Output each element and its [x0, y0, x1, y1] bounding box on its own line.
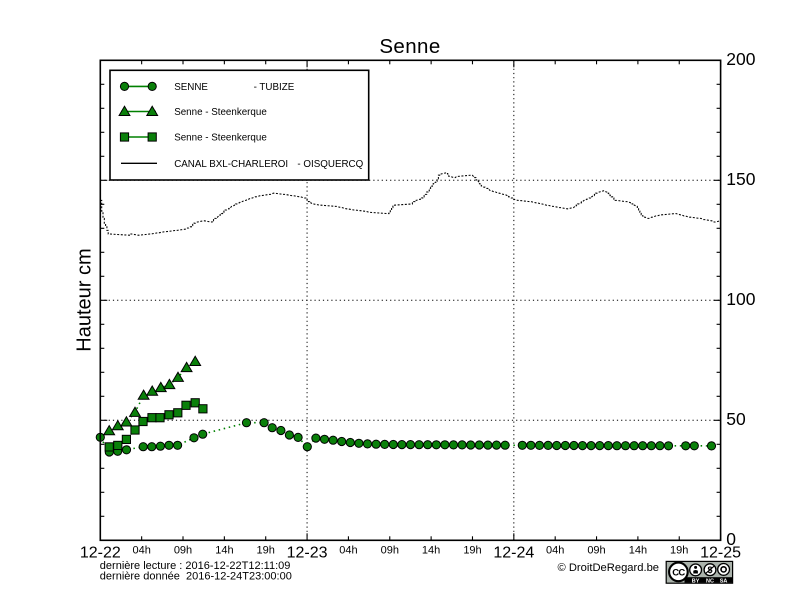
svg-text:- TUBIZE: - TUBIZE — [254, 82, 295, 93]
svg-text:09h: 09h — [587, 545, 605, 557]
svg-text:CC: CC — [672, 567, 685, 578]
svg-text:12-22: 12-22 — [80, 544, 121, 561]
svg-text:dernière lecture : 2016-12-22T: dernière lecture : 2016-12-22T12:11:09 — [100, 560, 291, 572]
svg-text:04h: 04h — [133, 545, 151, 557]
svg-text:14h: 14h — [629, 545, 647, 557]
svg-text:19h: 19h — [257, 545, 275, 557]
svg-text:12-24: 12-24 — [493, 544, 534, 561]
svg-text:14h: 14h — [422, 545, 440, 557]
svg-text:0: 0 — [726, 529, 736, 549]
svg-text:SA: SA — [720, 578, 728, 584]
svg-text:19h: 19h — [463, 545, 481, 557]
svg-text:200: 200 — [726, 49, 755, 69]
svg-text:04h: 04h — [339, 545, 357, 557]
svg-text:Senne: Senne — [379, 35, 440, 58]
svg-text:12-23: 12-23 — [287, 544, 328, 561]
svg-text:BY: BY — [692, 578, 700, 584]
svg-text:SENNE: SENNE — [174, 82, 208, 93]
svg-text:50: 50 — [726, 409, 746, 429]
svg-text:Senne - Steenkerque: Senne - Steenkerque — [174, 107, 267, 118]
svg-text:04h: 04h — [546, 545, 564, 557]
svg-text:09h: 09h — [381, 545, 399, 557]
svg-text:Senne - Steenkerque: Senne - Steenkerque — [174, 133, 267, 144]
svg-text:dernière donnée 2016-12-24T23: dernière donnée 2016-12-24T23:00:00 — [100, 571, 292, 583]
svg-text:150: 150 — [726, 169, 755, 189]
svg-text:09h: 09h — [174, 545, 192, 557]
svg-text:- OISQUERCQ: - OISQUERCQ — [297, 159, 363, 170]
svg-text:Hauteur cm: Hauteur cm — [74, 248, 96, 351]
svg-text:100: 100 — [726, 289, 755, 309]
svg-text:14h: 14h — [215, 545, 233, 557]
svg-text:NC: NC — [706, 578, 714, 584]
svg-text:19h: 19h — [670, 545, 688, 557]
svg-text:12-25: 12-25 — [700, 544, 741, 561]
svg-text:CANAL BXL-CHARLEROI: CANAL BXL-CHARLEROI — [174, 159, 288, 170]
svg-text:© DroitDeRegard.be: © DroitDeRegard.be — [558, 562, 660, 574]
